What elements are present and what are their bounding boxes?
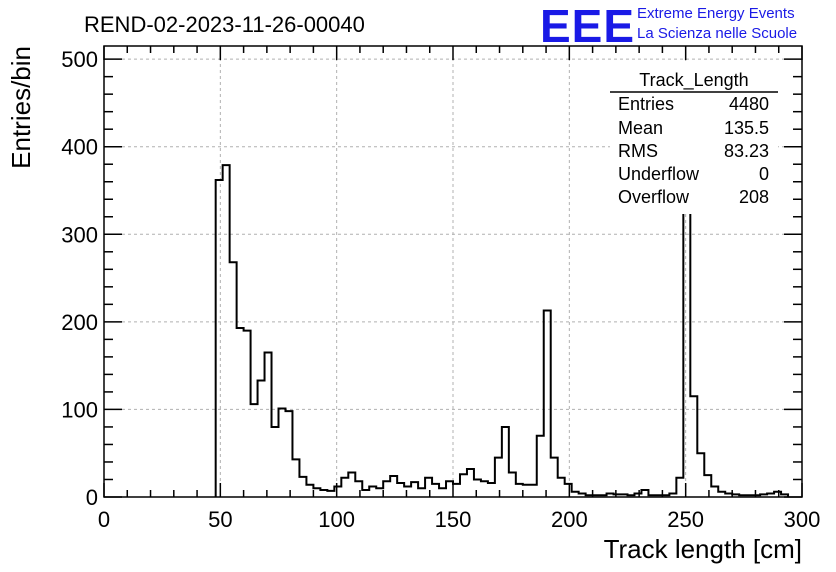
y-tick-label: 300 [61, 222, 98, 247]
stats-label-underflow: Underflow [618, 164, 700, 184]
x-tick-label: 200 [551, 507, 588, 532]
chart-title: REND-02-2023-11-26-00040 [84, 12, 365, 37]
x-tick-label: 150 [435, 507, 472, 532]
x-axis-title: Track length [cm] [604, 534, 802, 564]
y-tick-label: 500 [61, 47, 98, 72]
histogram-outline [214, 66, 790, 497]
eee-logo: EEE Extreme Energy Events La Scienza nel… [540, 0, 797, 52]
y-tick-label: 200 [61, 310, 98, 335]
axis-ticks [103, 46, 803, 498]
stats-box: Track_Length Entries 4480 Mean 135.5 RMS… [610, 64, 778, 214]
stats-value-entries: 4480 [729, 94, 769, 114]
x-tick-labels: 0 50 100 150 200 250 300 [98, 507, 820, 532]
stats-title: Track_Length [639, 70, 748, 91]
y-axis-title: Entries/bin [6, 46, 36, 169]
logo-mark: EEE [540, 0, 635, 52]
stats-label-overflow: Overflow [618, 187, 690, 207]
logo-line1: Extreme Energy Events [637, 5, 795, 22]
x-tick-label: 0 [98, 507, 110, 532]
y-tick-labels: 0 100 200 300 400 500 [61, 47, 98, 510]
y-tick-label: 0 [86, 485, 98, 510]
stats-label-rms: RMS [618, 141, 658, 161]
logo-line2: La Scienza nelle Scuole [637, 25, 797, 42]
x-tick-label: 50 [208, 507, 232, 532]
stats-value-mean: 135.5 [724, 118, 769, 138]
x-tick-label: 250 [667, 507, 704, 532]
stats-label-mean: Mean [618, 118, 663, 138]
y-tick-label: 400 [61, 135, 98, 160]
stats-value-underflow: 0 [759, 164, 769, 184]
x-tick-label: 300 [784, 507, 821, 532]
stats-value-overflow: 208 [739, 187, 769, 207]
y-tick-label: 100 [61, 397, 98, 422]
x-tick-label: 100 [318, 507, 355, 532]
stats-value-rms: 83.23 [724, 141, 769, 161]
stats-label-entries: Entries [618, 94, 674, 114]
